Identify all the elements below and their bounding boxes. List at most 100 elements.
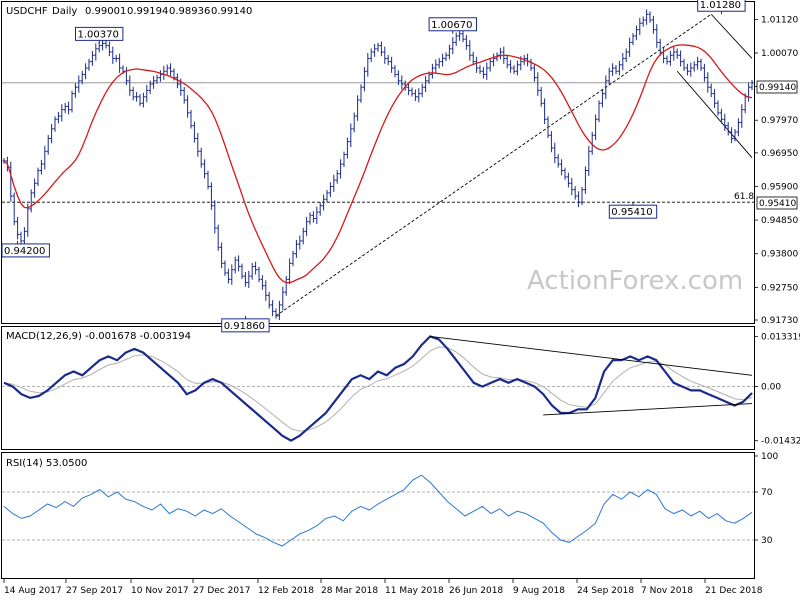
price-bar	[301, 227, 305, 245]
rsi-line	[3, 474, 753, 547]
price-bar	[311, 211, 315, 223]
price-bar	[573, 186, 577, 200]
svg-text:1.00370: 1.00370	[78, 29, 119, 40]
macd-signal-line	[3, 346, 753, 432]
price-bar	[26, 203, 30, 237]
price-bar	[488, 58, 492, 72]
price-bar	[318, 202, 322, 216]
price-moving-average	[3, 44, 753, 284]
rsi-tick-label-0: 100	[761, 452, 778, 462]
price-y-axis: 1.011201.000700.990200.979700.969500.959…	[754, 15, 798, 326]
price-bar	[468, 40, 472, 61]
price-bar	[566, 172, 570, 188]
price-bar	[46, 134, 50, 155]
price-bar	[19, 231, 23, 244]
price-bar	[471, 51, 475, 66]
price-bar	[70, 90, 74, 113]
price-bar	[709, 83, 713, 98]
price-bar	[383, 46, 387, 64]
watermark: ActionForex.com	[527, 266, 743, 296]
price-bar	[509, 60, 513, 73]
price-bar	[362, 67, 366, 92]
x-tick-label-6: 11 May 2018	[385, 586, 444, 596]
price-bar	[614, 65, 618, 75]
price-bar	[94, 43, 98, 61]
price-bar	[138, 93, 142, 107]
price-tick-label-6: 0.94850	[761, 216, 798, 226]
rsi-tick-label-1: 70	[761, 488, 773, 498]
rsi-panel-frame	[1, 452, 755, 579]
price-bar	[478, 65, 482, 75]
price-tick-label-1: 1.00070	[761, 49, 798, 59]
price-bar	[407, 82, 411, 96]
price-lines	[2, 13, 754, 317]
price-bar	[750, 79, 754, 91]
price-bar	[359, 84, 363, 103]
price-bar	[277, 300, 281, 320]
price-bar	[135, 92, 139, 102]
price-tick-label-0: 1.01120	[761, 15, 798, 25]
price-bar	[43, 145, 47, 170]
price-bar	[638, 17, 642, 36]
price-bar	[186, 95, 190, 118]
price-bar	[213, 200, 217, 234]
price-annotation-2: 0.91860	[221, 315, 270, 333]
price-bar	[199, 147, 203, 168]
price-bar	[675, 48, 679, 59]
price-bar	[645, 9, 649, 25]
price-bar	[169, 63, 173, 77]
price-bar	[580, 186, 584, 206]
price-bar	[716, 100, 720, 116]
price-bar	[182, 86, 186, 104]
price-bar	[587, 145, 591, 176]
price-bar	[16, 216, 20, 240]
price-bar	[22, 227, 26, 246]
channel-upper-line	[710, 13, 753, 59]
price-bar	[145, 85, 149, 103]
symbol-label: USDCHF	[6, 6, 48, 17]
fib-level-label: 61.8	[734, 192, 754, 202]
price-bar	[220, 242, 224, 269]
price-bar	[376, 42, 380, 52]
price-bar	[60, 104, 64, 122]
svg-text:1.01280: 1.01280	[700, 0, 741, 11]
price-annotation-4: 0.95410	[608, 202, 658, 219]
price-bar	[203, 159, 207, 179]
price-bar	[611, 63, 615, 77]
price-bar	[247, 270, 251, 288]
price-bar	[284, 275, 288, 296]
price-bar	[417, 88, 421, 103]
price-series	[2, 9, 754, 320]
price-bar	[604, 75, 608, 100]
price-bar	[308, 212, 312, 225]
price-bar	[131, 86, 135, 101]
price-bar	[702, 63, 706, 82]
price-bar	[543, 98, 547, 125]
price-bar	[563, 167, 567, 180]
price-bar	[192, 121, 196, 143]
price-bar	[672, 46, 676, 61]
price-bar	[97, 42, 101, 53]
price-bar	[641, 16, 645, 27]
price-bar	[536, 72, 540, 96]
price-bar	[628, 37, 632, 57]
price-bar	[719, 108, 723, 124]
price-bar	[685, 63, 689, 76]
macd-upper-trendline	[430, 335, 753, 376]
price-bar	[254, 261, 258, 275]
price-bar	[373, 44, 377, 57]
price-bar	[233, 256, 237, 274]
price-bar	[655, 24, 659, 48]
price-bar	[356, 95, 360, 121]
price-bar	[447, 44, 451, 60]
price-bar	[240, 263, 244, 280]
price-bar	[264, 280, 268, 301]
price-annotation-0: 0.94200	[1, 240, 50, 258]
price-bar	[104, 40, 108, 49]
price-bar	[165, 64, 169, 75]
price-bar	[451, 36, 455, 55]
price-bar	[570, 177, 574, 196]
price-bar	[349, 123, 353, 148]
price-bar	[624, 48, 628, 62]
